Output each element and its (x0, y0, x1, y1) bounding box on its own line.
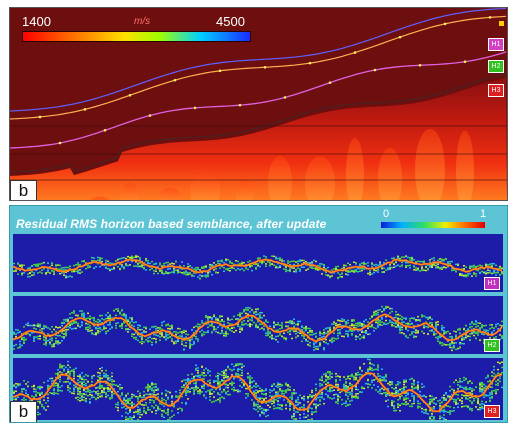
velocity-colorbar (22, 31, 251, 42)
strip-label-h3: H3 (484, 405, 500, 418)
semblance-strip-h1-image (13, 255, 503, 280)
panel-letter-bottom: b (10, 401, 37, 422)
strip-label-h1: H1 (484, 277, 500, 290)
semblance-strip-h3: H3 (13, 358, 503, 420)
semblance-colorbar-max: 1 (480, 208, 487, 220)
semblance-strip-h1: H1 (13, 234, 503, 292)
velocity-section-panel: 1400 m/s 4500 H1 H2 H3 b (9, 7, 508, 201)
semblance-colorbar (381, 222, 485, 228)
semblance-strip-h2-image (13, 305, 503, 352)
panel-letter-top: b (10, 180, 37, 200)
semblance-strip-h3-image (13, 358, 503, 420)
semblance-title: Residual RMS horizon based semblance, af… (16, 217, 327, 231)
velocity-colorbar-max: 4500 (216, 14, 245, 29)
semblance-panel: Residual RMS horizon based semblance, af… (9, 205, 508, 423)
velocity-section-image (10, 8, 507, 200)
strip-label-h2: H2 (484, 339, 500, 352)
horizon-label-h2: H2 (488, 60, 504, 73)
velocity-colorbar-min: 1400 (22, 14, 51, 29)
horizon-label-h3: H3 (488, 84, 504, 97)
velocity-colorbar-unit: m/s (134, 16, 151, 27)
semblance-strip-h2: H2 (13, 296, 503, 354)
horizon-label-h1: H1 (488, 38, 504, 51)
semblance-colorbar-min: 0 (383, 208, 390, 220)
